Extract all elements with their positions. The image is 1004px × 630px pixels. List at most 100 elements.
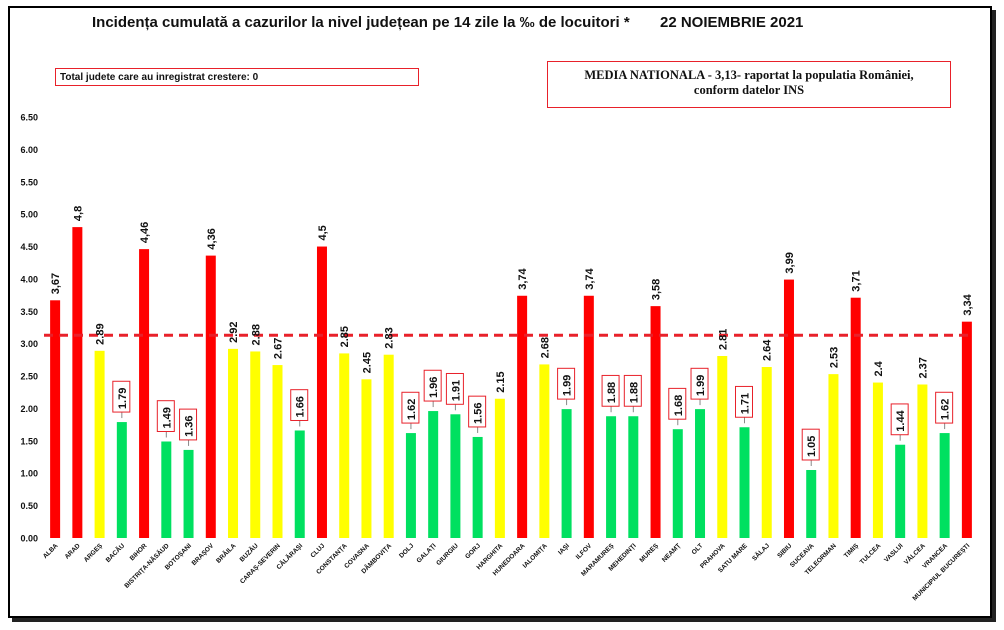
x-tick-label: ARAD bbox=[64, 542, 82, 560]
data-label: 1.88 bbox=[628, 382, 640, 403]
x-tick-label: BRAȘOV bbox=[191, 542, 216, 567]
data-label-group: 3,67 bbox=[50, 273, 62, 294]
x-tick-label: ARGEȘ bbox=[83, 542, 105, 564]
y-tick-label: 4.50 bbox=[20, 242, 38, 252]
data-label-group: 1.44 bbox=[890, 403, 909, 441]
bar bbox=[517, 295, 528, 538]
y-tick-label: 3.50 bbox=[20, 307, 38, 317]
data-label-group: 3,34 bbox=[962, 293, 974, 315]
data-label: 1.62 bbox=[940, 399, 952, 420]
x-tick-label: BRĂILA bbox=[214, 541, 238, 565]
increase-note-text: Total judete care au inregistrat crester… bbox=[60, 72, 259, 83]
data-label-box bbox=[468, 395, 487, 428]
data-label: 2.89 bbox=[95, 323, 107, 344]
data-label-group: 1.71 bbox=[735, 385, 753, 424]
data-label-group: 1.68 bbox=[668, 387, 687, 426]
data-label-group: 1.62 bbox=[401, 391, 420, 430]
data-label-group: 3,74 bbox=[584, 267, 596, 289]
data-label: 1.88 bbox=[606, 382, 618, 403]
national-average-box: MEDIA NATIONALA - 3,13- raportat la popu… bbox=[547, 61, 951, 108]
data-label: 1.96 bbox=[428, 377, 440, 398]
bar bbox=[672, 429, 683, 538]
data-label-box bbox=[623, 374, 642, 407]
data-label: 1.62 bbox=[406, 399, 418, 420]
data-label-box bbox=[668, 387, 687, 420]
data-label: 2.4 bbox=[873, 360, 885, 376]
bar bbox=[828, 374, 839, 538]
data-label-group: 2.92 bbox=[228, 321, 240, 342]
bar bbox=[316, 246, 327, 539]
bar bbox=[606, 416, 617, 538]
x-tick-label: BUZĂU bbox=[237, 541, 260, 564]
data-label-group: 1.56 bbox=[468, 395, 487, 433]
data-label-group: 2.83 bbox=[384, 327, 396, 348]
x-tick-label: ALBA bbox=[42, 542, 60, 560]
y-tick-label: 0.00 bbox=[20, 534, 38, 544]
x-tick-label: MUREȘ bbox=[638, 542, 660, 564]
x-tick-label: DOLJ bbox=[398, 542, 415, 559]
data-label: 1.56 bbox=[473, 403, 485, 424]
bar bbox=[250, 351, 261, 538]
bar bbox=[739, 427, 750, 538]
y-tick-label: 6.00 bbox=[20, 145, 38, 155]
bar bbox=[561, 409, 572, 538]
data-label-group: 4,8 bbox=[72, 206, 84, 221]
data-label-group: 2.15 bbox=[495, 371, 507, 392]
data-label: 2.67 bbox=[273, 338, 285, 359]
x-tick-label: GALAȚI bbox=[416, 542, 438, 564]
data-label: 1.99 bbox=[695, 375, 707, 396]
data-label-box bbox=[935, 391, 954, 424]
x-tick-labels-group: ALBA ARAD ARGEȘ BACĂU BIHORBISTRIȚA-NĂSĂUDBO… bbox=[42, 541, 972, 602]
data-labels-group: 3,67 4,8 2.89 1.79 4,46 1.49 1.36 4,36 2.92 2.88 2… bbox=[50, 206, 974, 466]
data-label-group: 2.68 bbox=[539, 337, 551, 358]
data-label-group: 1.88 bbox=[601, 374, 620, 413]
bar bbox=[94, 350, 105, 538]
data-label: 1.68 bbox=[673, 395, 685, 416]
bar bbox=[895, 444, 906, 538]
data-label: 3,99 bbox=[784, 252, 796, 273]
x-tick-label: TULCEA bbox=[859, 542, 883, 566]
data-label: 1.71 bbox=[740, 393, 752, 414]
data-label: 2.68 bbox=[539, 337, 551, 358]
data-label: 2.85 bbox=[339, 326, 351, 347]
data-label-group: 1.62 bbox=[935, 391, 954, 430]
x-tick-label: NEAMȚ bbox=[661, 542, 682, 563]
x-tick-label: BACĂU bbox=[103, 541, 126, 564]
data-label-box bbox=[690, 367, 709, 400]
data-label: 1.91 bbox=[450, 380, 462, 401]
data-label-box bbox=[290, 389, 309, 421]
y-tick-label: 2.50 bbox=[20, 372, 38, 382]
data-label: 4,8 bbox=[72, 206, 84, 221]
data-label: 1.36 bbox=[184, 415, 196, 436]
data-label-group: 1.88 bbox=[623, 374, 642, 413]
bar bbox=[872, 382, 883, 538]
bar bbox=[161, 441, 172, 538]
x-tick-label: OLT bbox=[691, 542, 705, 556]
bar bbox=[806, 469, 817, 538]
data-label-group: 3,99 bbox=[784, 252, 796, 273]
data-label-group: 1.79 bbox=[112, 380, 131, 419]
y-tick-label: 5.00 bbox=[20, 210, 38, 220]
data-label: 4,46 bbox=[139, 222, 151, 243]
x-tick-label: SĂLAJ bbox=[750, 541, 772, 563]
bar bbox=[428, 411, 439, 538]
data-label: 2.88 bbox=[250, 324, 262, 345]
data-label: 2.83 bbox=[384, 327, 396, 348]
bar bbox=[383, 354, 394, 538]
y-tick-label: 1.50 bbox=[20, 436, 38, 446]
data-label-group: 2.53 bbox=[828, 347, 840, 368]
data-label: 4,36 bbox=[206, 228, 218, 249]
bar bbox=[583, 295, 594, 538]
data-label: 2.53 bbox=[828, 347, 840, 368]
report-date: 22 NOIEMBRIE 2021 bbox=[660, 14, 804, 31]
y-tick-label: 3.00 bbox=[20, 339, 38, 349]
data-label: 3,74 bbox=[517, 267, 529, 289]
x-tick-label: SIBIU bbox=[776, 542, 793, 559]
bar bbox=[361, 379, 372, 538]
data-label: 3,67 bbox=[50, 273, 62, 294]
data-label-box bbox=[179, 408, 198, 441]
bar bbox=[50, 300, 61, 538]
data-label-group: 2.64 bbox=[762, 339, 774, 361]
data-label-box bbox=[735, 385, 753, 418]
